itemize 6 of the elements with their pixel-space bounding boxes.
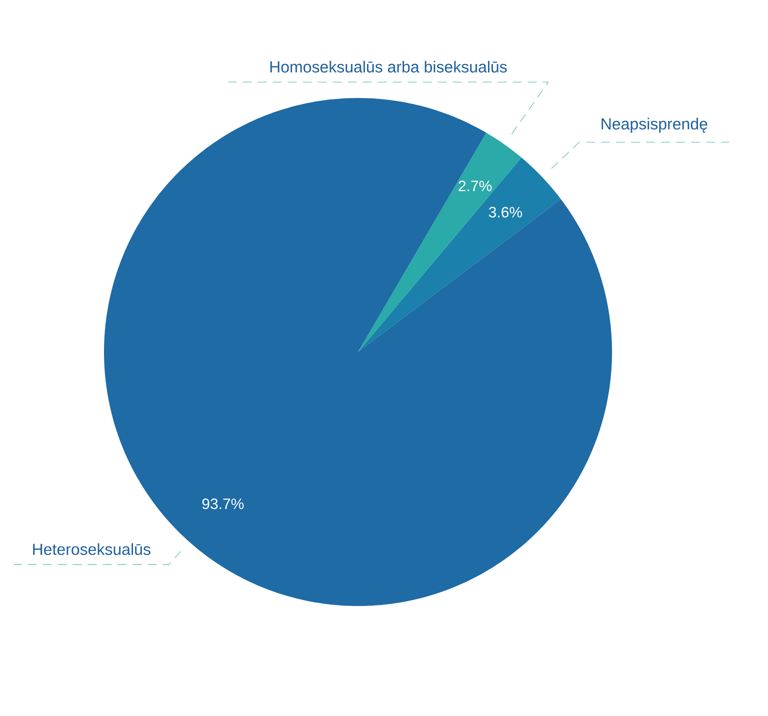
- data-label: 3.6%: [488, 206, 522, 218]
- slice-label: Homoseksualūs arba biseksualūs: [270, 60, 507, 73]
- slice-label: Heteroseksualūs: [33, 543, 150, 556]
- data-label: 2.7%: [458, 180, 492, 192]
- data-label: 93.7%: [202, 498, 244, 510]
- slice-label: Neapsisprendę: [602, 118, 708, 133]
